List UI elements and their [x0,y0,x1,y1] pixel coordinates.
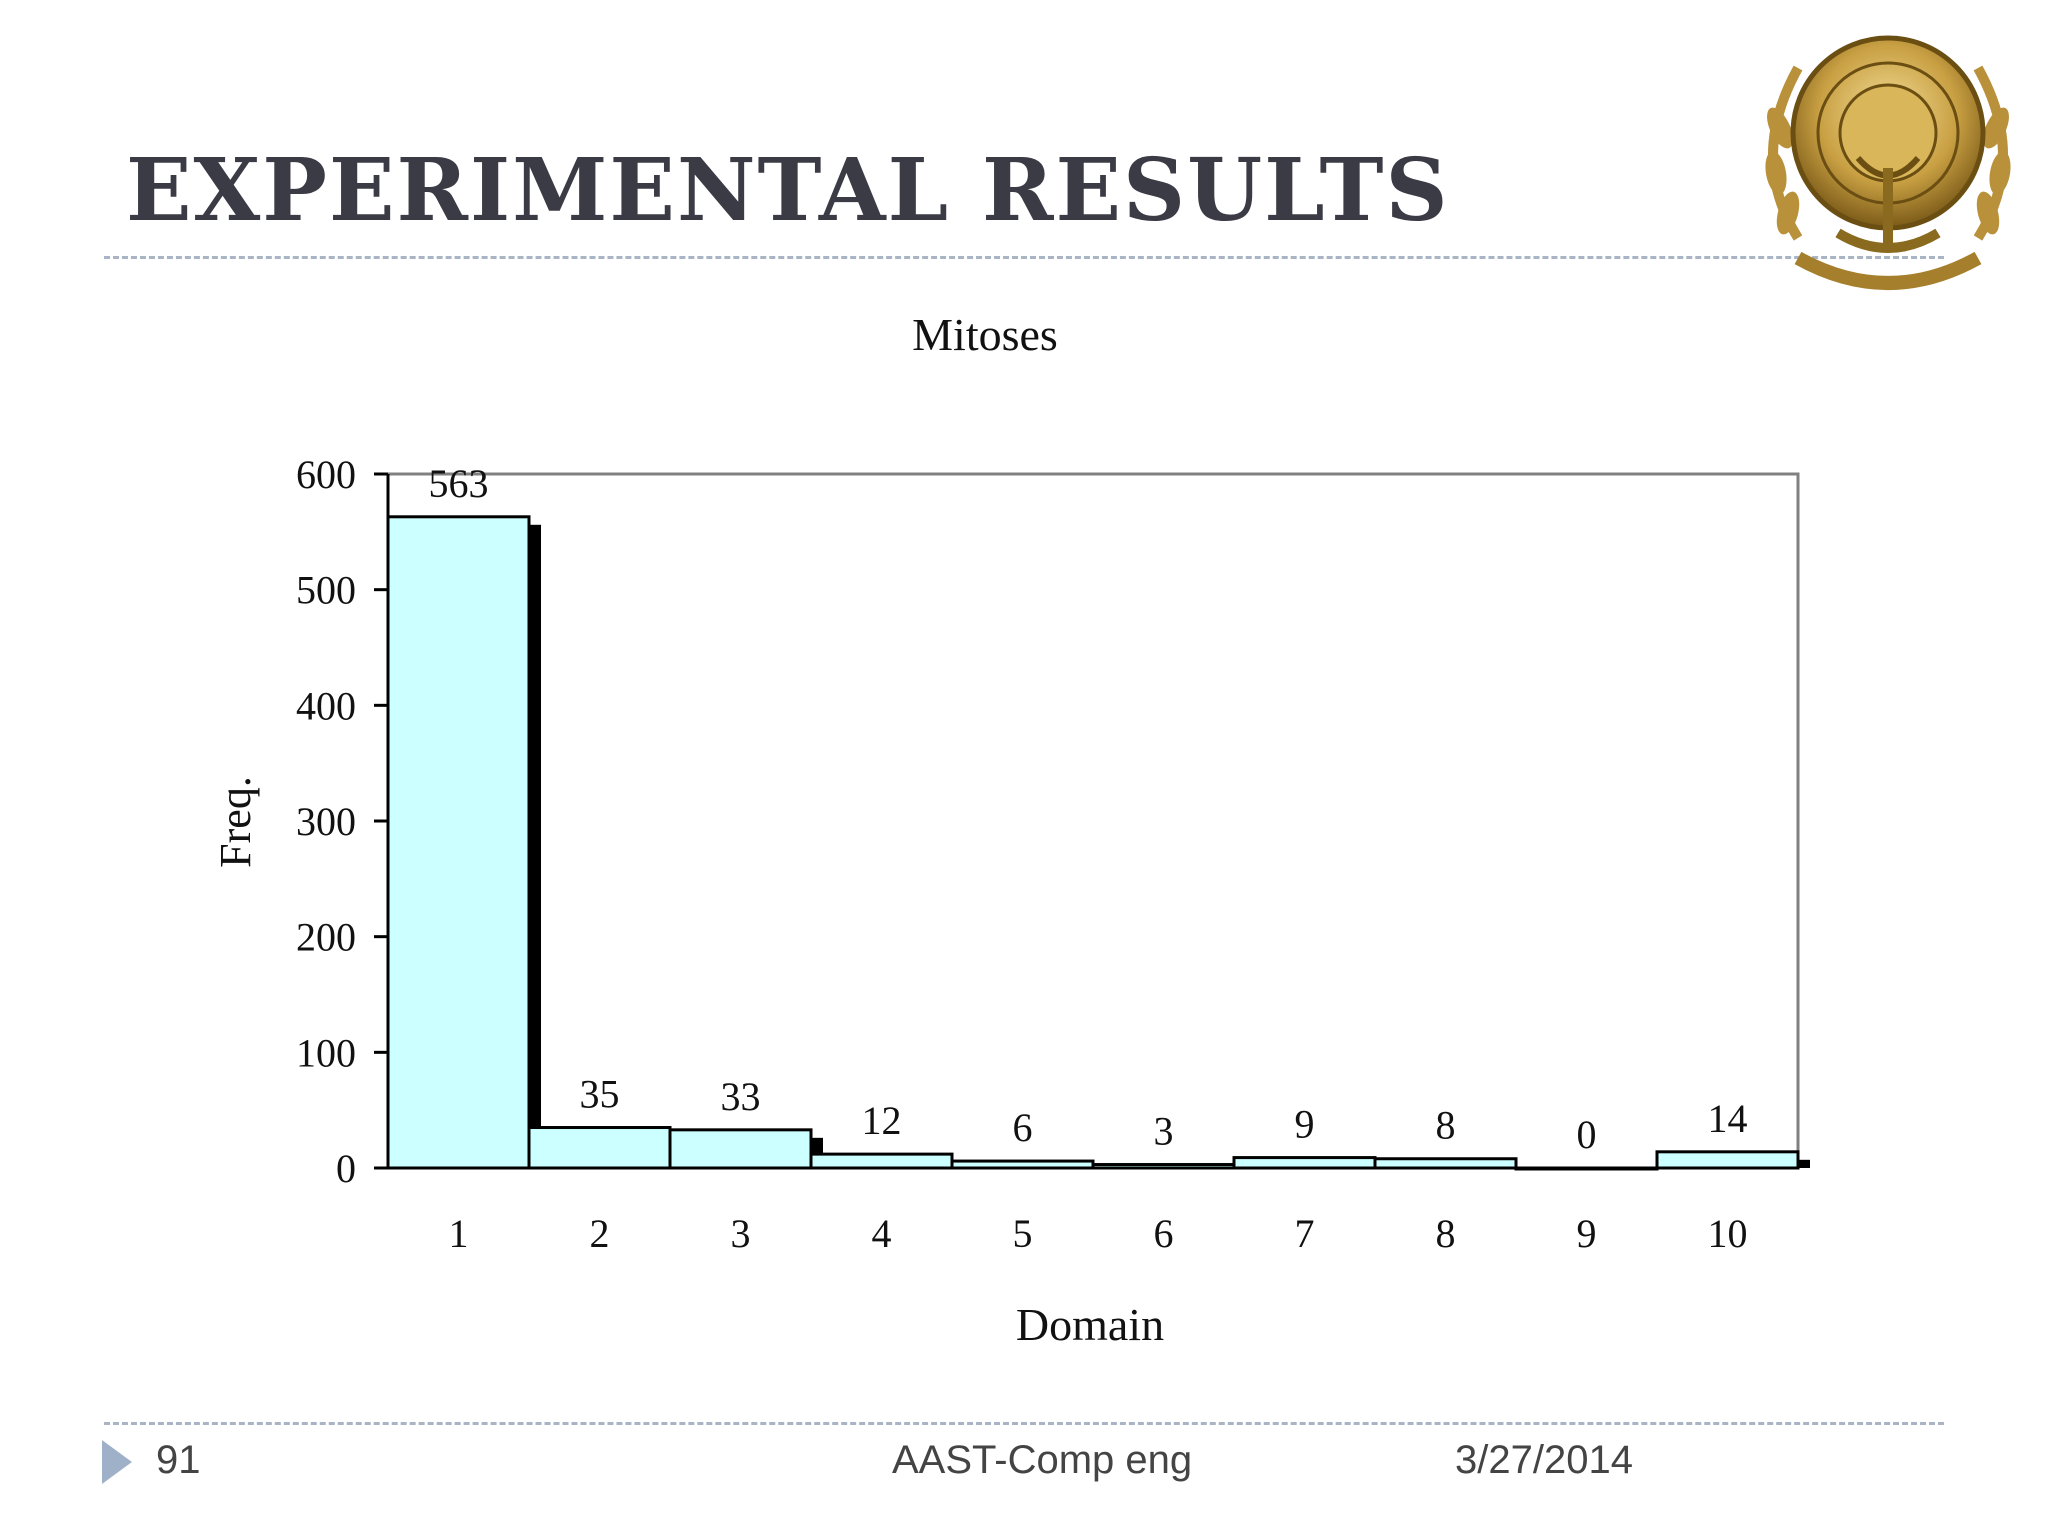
bar-7 [1232,1156,1377,1170]
y-tick-label: 500 [296,568,356,613]
x-tick-label: 5 [1013,1211,1033,1256]
data-label-4: 12 [862,1098,902,1143]
data-label-8: 8 [1436,1103,1456,1148]
y-tick-label: 600 [296,452,356,497]
data-label-2: 35 [580,1072,620,1117]
plot-frame [386,472,1800,1170]
data-label-10: 14 [1708,1096,1748,1141]
footer-date: 3/27/2014 [1455,1438,1633,1482]
data-label-9: 0 [1577,1112,1597,1157]
chart-title: Mitoses [912,309,1058,360]
x-tick-label: 1 [449,1211,469,1256]
data-label-5: 6 [1013,1105,1033,1150]
bar-2 [527,1126,672,1170]
bar-4 [809,1152,954,1170]
x-tick-label: 8 [1436,1211,1456,1256]
bar-10 [1655,1150,1800,1170]
data-label-3: 33 [721,1074,761,1119]
x-axis-label: Domain [1016,1299,1164,1350]
bar-3 [668,1128,813,1170]
slide-title: EXPERIMENTAL RESULTS [126,140,1450,241]
bar-1 [386,515,531,1170]
y-tick-label: 0 [336,1146,356,1191]
y-axis-label: Freq. [211,776,260,868]
aast-emblem-logo-icon [1765,35,2011,290]
x-tick-label: 7 [1295,1211,1315,1256]
title-divider [104,256,1944,259]
y-tick-label: 400 [296,683,356,728]
footer-arrow-icon [102,1440,132,1484]
data-label-7: 9 [1295,1102,1315,1147]
page-number: 91 [156,1438,201,1482]
footer-center-text: AAST-Comp eng [892,1438,1193,1482]
footer-divider [104,1422,1944,1425]
y-tick-label: 100 [296,1030,356,1075]
x-tick-label: 9 [1577,1211,1597,1256]
y-tick-label: 200 [296,915,356,960]
data-label-1: 563 [429,461,489,506]
x-tick-label: 10 [1708,1211,1748,1256]
x-tick-label: 2 [590,1211,610,1256]
x-tick-label: 3 [731,1211,751,1256]
x-tick-label: 4 [872,1211,892,1256]
data-label-6: 3 [1154,1109,1174,1154]
x-tick-label: 6 [1154,1211,1174,1256]
y-tick-label: 300 [296,799,356,844]
